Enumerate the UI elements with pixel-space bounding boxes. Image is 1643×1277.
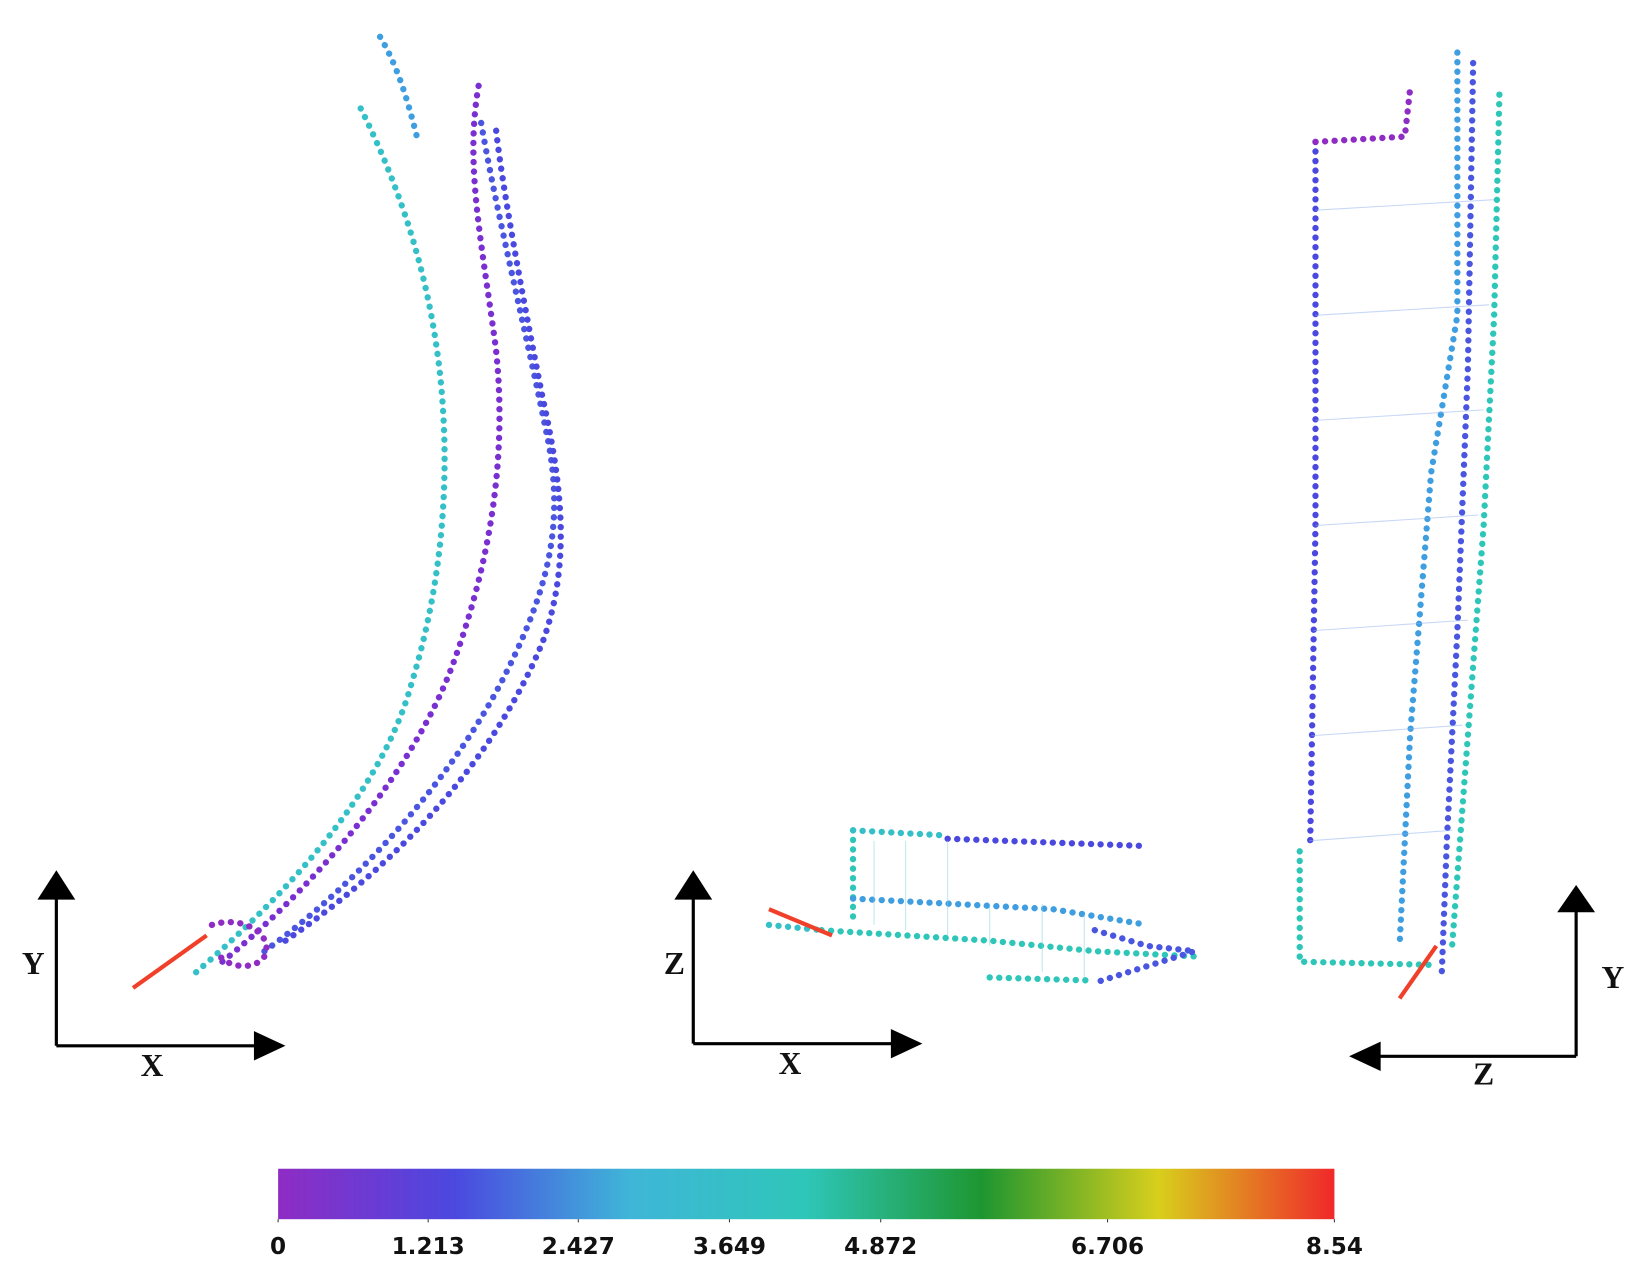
axis-label: Z: [664, 946, 685, 981]
colorbar-tick-label: 2.427: [542, 1234, 615, 1260]
trajectory-xy: [131, 33, 564, 990]
trajectory-xz: [765, 827, 1198, 986]
colorbar: 0 1.213 2.427 3.649 4.872 6.706 8.54: [270, 1168, 1363, 1260]
axis-label: Z: [1473, 1057, 1494, 1092]
axis-label: X: [779, 1046, 802, 1081]
colorbar-tick-label: 8.54: [1306, 1234, 1363, 1260]
colorbar-tick-label: 6.706: [1071, 1234, 1144, 1260]
trajectory-zy: [1296, 49, 1503, 1000]
axes-xy: Y X: [22, 870, 286, 1083]
axis-label: Y: [22, 946, 45, 981]
axis-label: X: [141, 1048, 164, 1083]
colorbar-gradient: [278, 1168, 1335, 1220]
colorbar-tick-label: 1.213: [392, 1234, 465, 1260]
axes-xz: Z X: [664, 870, 923, 1081]
colorbar-tick-label: 4.872: [844, 1234, 917, 1260]
axis-label: Y: [1602, 960, 1625, 995]
axes-zy: Y Z: [1349, 884, 1625, 1092]
colorbar-tick-label: 0: [270, 1234, 286, 1260]
colorbar-tick-label: 3.649: [693, 1234, 766, 1260]
